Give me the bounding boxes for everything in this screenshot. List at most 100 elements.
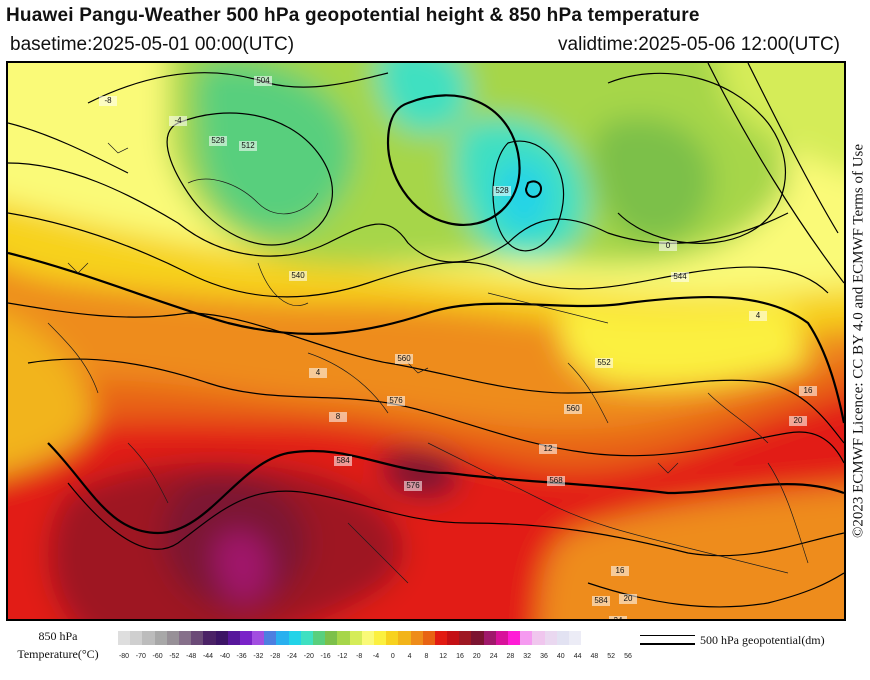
colorbar-tick-label: -20 (303, 653, 314, 660)
colorbar-cell (556, 631, 569, 645)
colorbar-cell (130, 631, 143, 645)
temperature-legend-line2: Temperature(°C) (17, 647, 99, 661)
temperature-legend-line1: 850 hPa (38, 629, 78, 643)
colorbar-tick-label: 36 (540, 653, 548, 660)
colorbar-cell (337, 631, 350, 645)
map-canvas: 528 512 540 528 544 552 560 576 560 584 584 568 576 5… (8, 63, 844, 619)
colorbar-tick-label: 48 (590, 653, 599, 660)
colorbar-tick-label: -40 (219, 653, 230, 660)
validtime-label: validtime:2025-05-06 12:00(UTC) (558, 34, 840, 55)
colorbar-cell (532, 631, 545, 645)
contour-528 (8, 162, 789, 263)
contour-520 (607, 72, 787, 244)
contour-label-bg (592, 596, 610, 606)
colorbar-cell (410, 631, 423, 645)
contour-labels: 528 512 540 528 544 552 560 576 560 584 584 568 576 5… (99, 76, 817, 619)
contour-label-bg (595, 358, 613, 368)
colorbar-cell (264, 631, 277, 645)
contour-label: 24 (614, 616, 623, 619)
colorbar-cell (142, 631, 155, 645)
contour-label: 528 (211, 136, 225, 145)
colorbar-cell (154, 631, 167, 645)
contour-label-bg (209, 136, 227, 146)
colorbar-cell (483, 631, 496, 645)
contour-legend-thick-line (640, 643, 695, 645)
contour-568 (67, 482, 844, 557)
colorbar-cell (166, 631, 179, 645)
contour-low-1 (166, 112, 334, 246)
contour-label-bg (289, 271, 307, 281)
colorbar-cell (300, 631, 313, 645)
contour-label: 560 (566, 404, 580, 413)
colorbar-tick-label: 16 (456, 653, 464, 660)
contour-label: 512 (241, 141, 255, 150)
contour-label: 560 (397, 354, 411, 363)
colorbar-cell (373, 631, 387, 645)
colorbar-cell (398, 631, 411, 645)
colorbar-ticks: -80 -70 -60 -52 -48 -44 -40 -36 -32 -28 -24 -20 -16-… (112, 653, 632, 665)
contour-label: 16 (616, 566, 625, 575)
colorbar-cell (313, 631, 326, 645)
colorbar-tick-label: -8 (356, 653, 363, 660)
colorbar-cell (568, 631, 582, 645)
contour-legend-label: 500 hPa geopotential(dm) (700, 633, 825, 647)
colorbar-cell (508, 631, 521, 645)
contour-label-bg (609, 616, 627, 619)
colorbar-tick-label: -70 (135, 653, 146, 660)
colorbar-cell (471, 631, 484, 645)
colorbar-cell (215, 631, 228, 645)
contour-label-bg (334, 456, 352, 466)
colorbar-cell (447, 631, 460, 645)
colorbar-tick-label: -52 (169, 653, 180, 660)
colorbar-cell (361, 631, 374, 645)
colorbar-cell (276, 631, 289, 645)
contour-548 (8, 302, 844, 444)
colorbar-tick-label: -28 (270, 653, 281, 660)
colorbar-tick-label: -12 (337, 653, 348, 660)
colorbar-tick-label: 56 (624, 653, 632, 660)
contour-label-bg (404, 481, 422, 491)
contour-label-bg (671, 272, 689, 282)
contour-label: 544 (673, 272, 687, 281)
contour-544 (8, 251, 844, 424)
contour-label-bg (169, 116, 187, 126)
contour-label-bg (395, 354, 413, 364)
contour-label-bg (99, 96, 117, 106)
contour-label: -8 (104, 96, 112, 105)
colorbar-tick-label: -32 (253, 653, 264, 660)
temperature-legend-title: 850 hPa Temperature(°C) (6, 627, 110, 663)
contour-label: 584 (336, 456, 350, 465)
contour-label-bg (254, 76, 272, 86)
contour-label-bg (799, 386, 817, 396)
colorbar-cell (252, 631, 265, 645)
coastlines (47, 142, 809, 584)
contour-552 (27, 358, 844, 464)
colorbar-tick-label: -44 (202, 653, 214, 660)
contour-label: 568 (549, 476, 563, 485)
colorbar-cell (325, 631, 338, 645)
contour-label: 584 (594, 596, 608, 605)
contour-label: 20 (794, 416, 803, 425)
colorbar-cell (544, 631, 557, 645)
attribution-sidebar: ©2023 ECMWF Licence: CC BY 4.0 and ECMWF… (849, 61, 869, 621)
contour-label: -4 (174, 116, 182, 125)
contour-label-bg (659, 241, 677, 251)
basetime-label: basetime:2025-05-01 00:00(UTC) (10, 34, 295, 55)
contour-label: 12 (544, 444, 553, 453)
colorbar-tick-label: 32 (523, 653, 532, 660)
colorbar-cell (422, 631, 435, 645)
contour-label-bg (789, 416, 807, 426)
contour-label: 576 (406, 481, 420, 490)
colorbar-cell (349, 631, 362, 645)
contour-label: 16 (804, 386, 813, 395)
contour-label: 4 (316, 368, 321, 377)
colorbar-cell (227, 631, 240, 645)
colorbar-tick-label: -16 (320, 653, 331, 660)
colorbar-tick-label: -4 (372, 653, 380, 660)
colorbar-tick-label: -80 (118, 653, 130, 660)
contour-east-1 (747, 63, 839, 234)
colorbar-tick-label: 0 (390, 653, 395, 660)
geopotential-contours (8, 63, 844, 608)
contour-label-bg (309, 368, 327, 378)
colorbar-cell (434, 631, 448, 645)
